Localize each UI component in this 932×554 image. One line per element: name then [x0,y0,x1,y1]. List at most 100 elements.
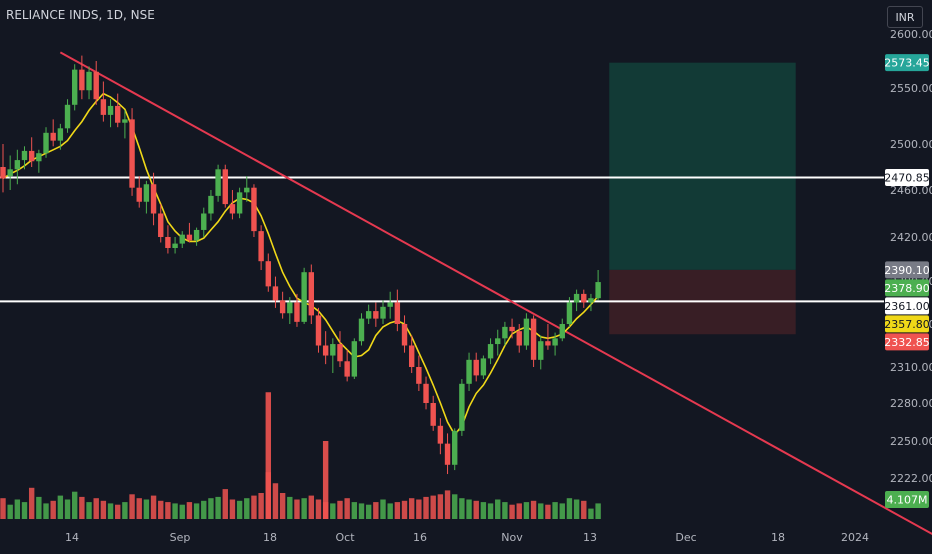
candle [473,352,479,382]
y-tick-label: 2310.00 [890,361,932,374]
candle [21,146,28,170]
price-label-text: 2378.90 [884,282,930,295]
candle [516,324,522,353]
candle-body [573,293,580,303]
candle [64,99,71,133]
volume-bar [337,500,343,519]
candle [50,119,56,147]
volume-bar [107,503,114,519]
volume-bar [466,499,472,519]
candle [251,184,257,237]
y-tick-label: 2222.00 [890,472,932,485]
volume-bar [72,491,78,519]
candle-body [43,132,49,154]
volume-bar [480,502,487,519]
volume-bar [516,503,522,519]
trendline-group[interactable] [59,51,932,550]
volume-bar [150,495,157,519]
volume-bar [495,499,501,519]
candle-body [107,105,114,115]
candle-body [193,229,200,241]
candle [43,127,49,158]
candle-body [365,311,372,319]
candle [322,331,329,365]
candle-body [480,358,487,376]
volume-bar [344,498,350,519]
candle-body [136,187,142,202]
candle-body [351,341,358,377]
volume-bar [193,503,200,519]
candle-body [473,359,479,376]
volume-bar [588,508,594,519]
candle [552,332,558,356]
horizontal-lines[interactable] [0,176,884,303]
candle [158,204,164,243]
price-label-bg [885,297,929,315]
candle [72,64,78,111]
volume-bars [0,392,601,519]
volume-bar [408,498,415,519]
candle [279,291,286,319]
volume-bar [315,499,322,519]
candle-body [502,326,508,339]
candle [502,321,508,346]
price-label-text: 2332.85 [884,336,930,349]
volume-bar [452,494,458,519]
volume-bar [437,494,444,519]
price-label-text: 2390.10 [884,264,930,277]
volume-bar [279,493,286,519]
candle [100,81,107,122]
candle [351,338,358,379]
candle-body [215,169,221,196]
target-zone [609,62,796,270]
time-axis[interactable]: 14 Sep 18 Oct 16 Nov 13 Dec 18 2024 [65,531,869,544]
x-tick-label: 14 [65,531,79,544]
volume-bar [502,502,508,519]
volume-bar [115,504,121,519]
candle [107,99,114,128]
price-label: 2378.90 [884,279,930,297]
candle [0,144,6,193]
position-tool[interactable] [609,62,796,335]
price-label-bg [885,315,929,333]
candle-body [7,169,13,177]
candle [236,187,243,219]
volume-bar [201,500,207,519]
candle [373,302,379,327]
candle [315,307,322,353]
x-tick-label: Nov [501,531,523,544]
candle [36,149,42,173]
candle-body [222,169,228,205]
volume-bar [530,500,537,519]
candle-body [566,302,573,324]
candle-body [150,184,157,214]
candle-body [172,243,178,248]
candle-body [301,272,307,322]
candle-body [79,69,85,91]
x-tick-label: 18 [263,531,277,544]
volume-bar [179,504,185,519]
candle-body [244,187,250,193]
volume-bar [222,489,228,519]
candle-body [287,302,293,314]
candle-body [423,383,429,403]
moving-average-line [2,92,599,437]
y-tick-label: 2460.00 [890,184,932,197]
candle [566,297,573,327]
candle [165,225,171,254]
volume-bar [14,499,21,519]
currency-button[interactable]: INR [887,6,923,28]
volume-bar [394,502,401,519]
volume-bar [129,494,135,519]
candle-body [229,204,236,214]
moving-average-group [2,92,599,437]
candle [57,123,64,150]
candle [466,352,472,391]
candle [380,300,386,324]
volume-bar [509,504,515,519]
candle [581,289,587,308]
volume-bar [380,499,386,519]
volume-bar [416,499,422,519]
